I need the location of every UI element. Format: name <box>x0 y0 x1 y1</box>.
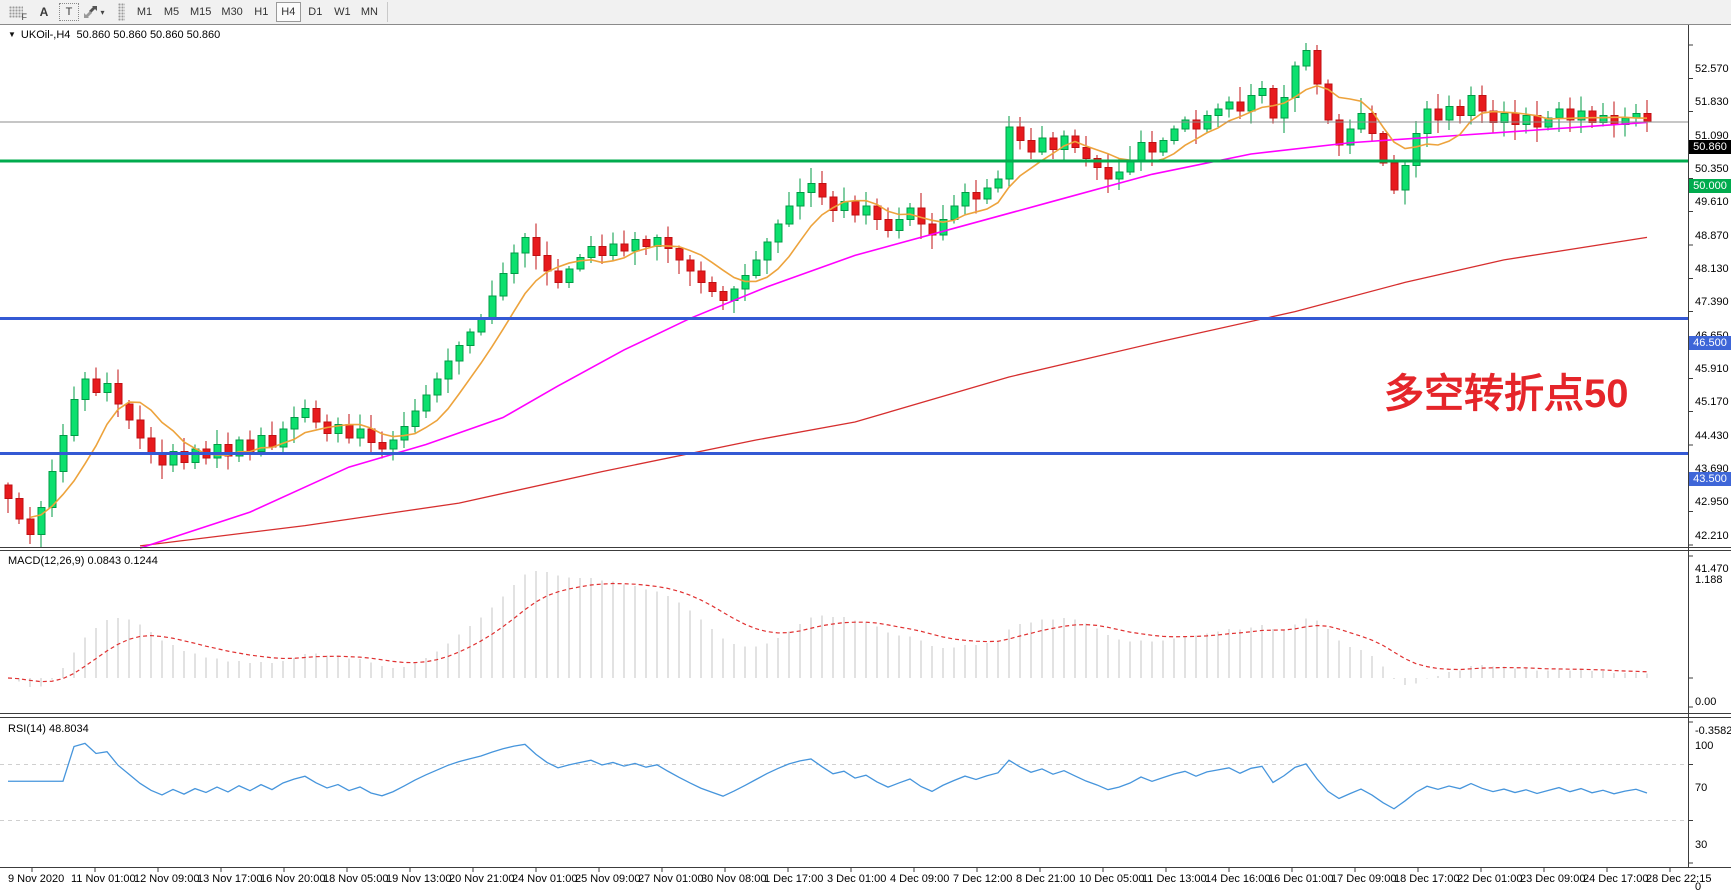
time-axis-label: 23 Dec 09:00 <box>1520 873 1586 885</box>
time-axis-label: 9 Nov 2020 <box>8 873 65 885</box>
timeframe-button-m5[interactable]: M5 <box>159 2 184 22</box>
price-badge: 43.500 <box>1689 471 1731 486</box>
timeframe-button-w1[interactable]: W1 <box>330 2 355 22</box>
time-axis-label: 18 Nov 05:00 <box>323 873 389 885</box>
timeframe-button-h4[interactable]: H4 <box>275 2 301 22</box>
price-tick-label: 49.610 <box>1695 196 1729 209</box>
timeframe-button-m1[interactable]: M1 <box>132 2 157 22</box>
time-axis-label: 13 Nov 17:00 <box>197 873 263 885</box>
price-tick-label: 50.350 <box>1695 162 1729 175</box>
toolbar: F A T ▾ M1 M5 M15 M30 H1 H4 D1 W1 MN <box>0 0 1731 25</box>
time-axis-label: 17 Dec 09:00 <box>1331 873 1397 885</box>
time-axis-label: 25 Nov 09:00 <box>575 873 641 885</box>
rsi-label: RSI(14) 48.8034 <box>8 723 89 735</box>
ma-orange-line <box>29 84 1648 519</box>
price-tick-label: 51.830 <box>1695 96 1729 109</box>
time-axis-label: 16 Nov 20:00 <box>260 873 326 885</box>
macd-signal-line <box>7 582 1648 683</box>
text-label-tool-icon[interactable]: T <box>59 3 79 21</box>
rsi-tick-label: 100 <box>1695 740 1714 752</box>
chart-dropdown-icon[interactable]: ▼ <box>8 30 16 39</box>
price-badge: 50.000 <box>1689 178 1731 193</box>
price-tick-label: 45.170 <box>1695 396 1729 409</box>
macd-tick-label: 1.188 <box>1695 574 1723 586</box>
horizontal-lines-layer <box>0 121 1688 456</box>
timeframe-button-m15[interactable]: M15 <box>186 2 215 22</box>
macd-label: MACD(12,26,9) 0.0843 0.1244 <box>8 555 158 567</box>
time-axis-label: 10 Dec 05:00 <box>1079 873 1145 885</box>
rsi-tick-label: 30 <box>1695 838 1708 851</box>
time-axis-label: 7 Dec 12:00 <box>953 873 1013 885</box>
time-axis-label: 22 Dec 01:00 <box>1457 873 1523 885</box>
timeframe-button-d1[interactable]: D1 <box>303 2 328 22</box>
fibonacci-tool-icon[interactable]: F <box>3 1 29 23</box>
timeframe-button-mn[interactable]: MN <box>357 2 382 22</box>
time-axis-label: 19 Nov 13:00 <box>386 873 452 885</box>
rsi-layer <box>0 763 1688 822</box>
chart-annotation-text[interactable]: 多空转折点50 <box>1384 372 1629 416</box>
time-axis-label: 28 Dec 22:15 <box>1646 873 1712 885</box>
price-tick-label: 52.570 <box>1695 63 1729 75</box>
time-axis-label: 1 Dec 17:00 <box>764 873 824 885</box>
arrows-glyph <box>84 6 98 18</box>
price-tick-label: 48.130 <box>1695 262 1729 275</box>
rsi-tick-label: 0 <box>1695 881 1702 893</box>
time-axis-label: 4 Dec 09:00 <box>890 873 950 885</box>
ma-magenta-line <box>139 121 1648 549</box>
price-tick-label: 51.090 <box>1695 129 1729 142</box>
price-tick-label: 44.430 <box>1695 429 1729 442</box>
time-axis-label: 18 Dec 17:00 <box>1394 873 1460 885</box>
time-axis-label: 24 Dec 17:00 <box>1583 873 1649 885</box>
price-tick-label: 48.870 <box>1695 229 1729 242</box>
toolbar-grip[interactable] <box>118 3 125 21</box>
borders-layer <box>0 25 1731 872</box>
price-tick-label: 47.390 <box>1695 296 1729 309</box>
price-tick-label: 42.210 <box>1695 529 1729 542</box>
price-badge: 50.860 <box>1689 140 1731 155</box>
time-axis-label: 3 Dec 01:00 <box>827 873 887 885</box>
time-axis-label: 11 Nov 01:00 <box>71 873 136 885</box>
toolbar-separator <box>386 2 388 22</box>
candles-layer <box>4 43 1652 547</box>
fibonacci-letter: F <box>21 12 28 22</box>
time-axis-label: 14 Dec 16:00 <box>1205 873 1271 885</box>
arrows-tool-icon[interactable]: ▾ <box>81 1 107 23</box>
chevron-down-icon: ▾ <box>100 7 105 17</box>
price-badge: 46.500 <box>1689 336 1731 351</box>
ma-red-slow-line <box>139 236 1648 547</box>
time-axis-label: 8 Dec 21:00 <box>1016 873 1076 885</box>
timeframe-button-h1[interactable]: H1 <box>249 2 274 22</box>
chart-title-text: UKOil-,H4 50.860 50.860 50.860 50.860 <box>20 29 221 41</box>
time-axis-label: 30 Nov 08:00 <box>701 873 767 885</box>
rsi-line <box>8 742 1648 810</box>
chart-area: ▼ UKOil-,H4 50.860 50.860 50.860 50.860 M… <box>0 25 1731 893</box>
macd-tick-label: -0.3582 <box>1695 725 1731 737</box>
time-axis-label: 16 Dec 01:00 <box>1268 873 1334 885</box>
price-chart[interactable] <box>0 25 1731 893</box>
macd-tick-label: 0.00 <box>1695 696 1717 708</box>
time-axis-label: 27 Nov 01:00 <box>638 873 704 885</box>
timeframe-button-m30[interactable]: M30 <box>217 2 246 22</box>
time-axis-label: 11 Dec 13:00 <box>1142 873 1207 885</box>
time-axis-label: 24 Nov 01:00 <box>512 873 578 885</box>
time-axis-label: 12 Nov 09:00 <box>134 873 200 885</box>
timeframe-buttons: M1 M5 M15 M30 H1 H4 D1 W1 MN <box>131 2 383 22</box>
price-tick-label: 42.950 <box>1695 496 1729 509</box>
chart-title: ▼ UKOil-,H4 50.860 50.860 50.860 50.860 <box>8 29 220 41</box>
text-tool-icon[interactable]: A <box>39 5 49 19</box>
fibonacci-grid-icon <box>9 6 23 18</box>
time-axis-label: 20 Nov 21:00 <box>449 873 515 885</box>
price-tick-label: 41.470 <box>1695 562 1729 575</box>
macd-layer <box>18 570 1648 688</box>
rsi-tick-label: 70 <box>1695 782 1708 795</box>
price-tick-label: 45.910 <box>1695 362 1729 375</box>
